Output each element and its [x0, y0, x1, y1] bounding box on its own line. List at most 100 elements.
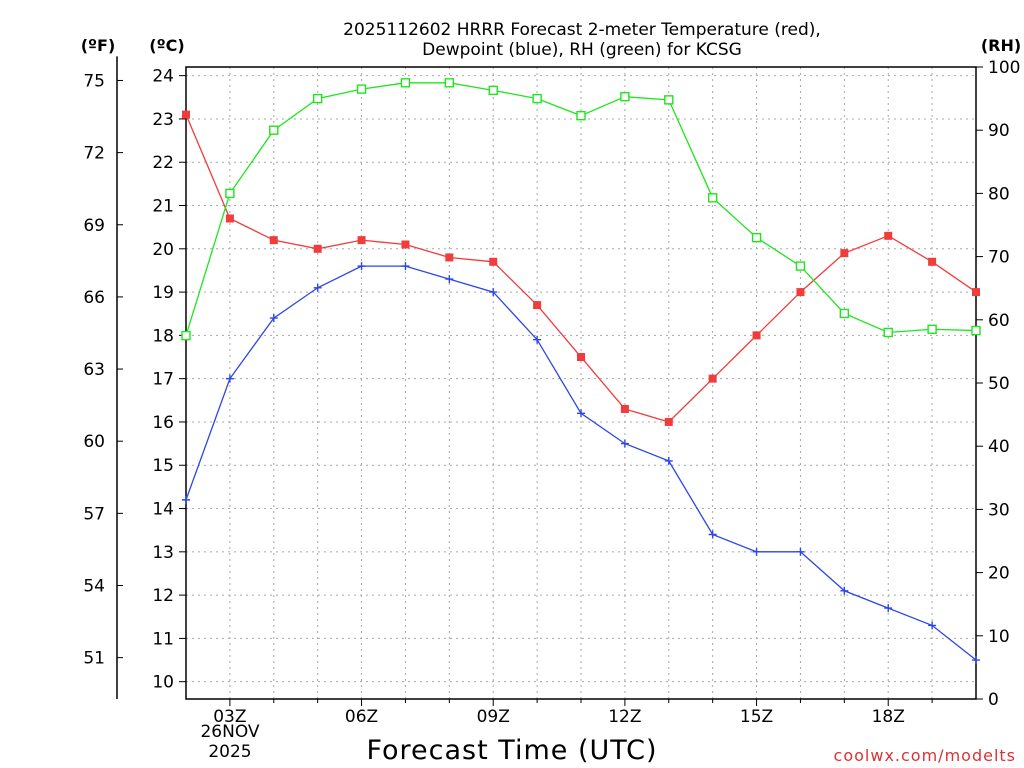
temperature-point [708, 374, 717, 383]
fahrenheit-tick-label: 51 [83, 649, 105, 669]
rh-tick-label: 20 [988, 564, 1010, 584]
dewpoint-point [708, 530, 717, 539]
temperature-point [489, 257, 498, 266]
dewpoint-point [884, 604, 893, 613]
fahrenheit-tick-label: 54 [83, 576, 105, 596]
credit-text: coolwx.com/modelts [834, 746, 1016, 765]
chart-title-line2: Dewpoint (blue), RH (green) for KCSG [422, 40, 742, 60]
celsius-tick-label: 24 [152, 67, 174, 87]
dewpoint-point [401, 262, 410, 271]
x-tick-label: 18Z [872, 707, 905, 727]
rh-point [620, 92, 630, 102]
dewpoint-point [182, 495, 190, 504]
axes: 03Z 06Z 09Z 12Z 15Z 18Z 10 11 12 13 14 15 16 17 18 19 20… [83, 56, 1020, 727]
dewpoint-point [620, 439, 629, 448]
celsius-tick-label: 18 [152, 326, 174, 346]
dewpoint-point [313, 283, 322, 292]
rh-tick-label: 40 [988, 437, 1010, 457]
dewpoint-point [489, 288, 498, 297]
x-tick-label: 03Z [213, 707, 246, 727]
rh-tick-label: 70 [988, 248, 1010, 268]
temperature-point [752, 331, 761, 340]
rh-tick-label: 80 [988, 184, 1010, 204]
dewpoint-point [972, 656, 980, 665]
celsius-tick-label: 20 [152, 240, 174, 260]
series-rh [181, 78, 981, 341]
temperature-point [313, 244, 322, 253]
dewpoint-point [577, 409, 585, 418]
dewpoint-point [840, 586, 849, 595]
celsius-tick-label: 14 [152, 500, 174, 520]
rh-unit-label: (RH) [981, 36, 1021, 55]
temperature-point [182, 110, 190, 119]
series-dewpoint [182, 262, 980, 665]
temperature-point [884, 231, 893, 240]
rh-point [269, 125, 279, 135]
celsius-tick-label: 22 [152, 153, 174, 173]
date-label-day: 26NOV [200, 722, 259, 742]
rh-point [927, 324, 937, 334]
temperature-point [533, 301, 542, 310]
temperature-point [445, 253, 454, 262]
dewpoint-point [796, 547, 805, 556]
temperature-point [620, 404, 629, 413]
data-series [181, 78, 981, 665]
celsius-tick-label: 16 [152, 413, 174, 433]
dewpoint-point [357, 262, 366, 271]
celsius-tick-label: 19 [152, 283, 174, 303]
celsius-tick-label: 11 [152, 629, 174, 649]
grid-lines [186, 67, 976, 699]
rh-point [664, 95, 674, 105]
plot-frame [185, 66, 977, 700]
rh-line [185, 82, 977, 336]
rh-point [181, 330, 191, 341]
rh-tick-label: 0 [988, 690, 999, 710]
rh-tick-label: 10 [988, 627, 1010, 647]
celsius-unit-label: (ºC) [149, 36, 184, 55]
date-label-year: 2025 [208, 742, 251, 762]
fahrenheit-tick-label: 60 [83, 432, 105, 452]
rh-tick-label: 60 [988, 311, 1010, 331]
temperature-point [401, 240, 410, 249]
temperature-point [972, 288, 980, 297]
dewpoint-point [533, 335, 542, 344]
rh-point [444, 78, 455, 88]
rh-point [312, 93, 323, 104]
celsius-tick-label: 10 [152, 673, 174, 693]
celsius-tick-label: 12 [152, 586, 174, 606]
rh-tick-label: 50 [988, 374, 1010, 394]
dewpoint-point [269, 314, 278, 323]
fahrenheit-tick-label: 69 [83, 216, 105, 236]
dewpoint-point [752, 547, 761, 556]
fahrenheit-tick-label: 72 [83, 144, 105, 164]
temperature-point [664, 417, 673, 426]
temperature-point [840, 249, 849, 258]
x-tick-label: 12Z [608, 707, 641, 727]
x-axis-label: Forecast Time (UTC) [366, 735, 657, 766]
rh-point [400, 78, 411, 88]
rh-point [532, 93, 542, 104]
fahrenheit-tick-label: 66 [83, 288, 105, 308]
temperature-point [577, 353, 585, 362]
fahrenheit-unit-label: (ºF) [81, 36, 116, 55]
temperature-point [357, 236, 366, 245]
series-temperature [182, 110, 980, 426]
temperature-point [928, 257, 937, 266]
rh-point [225, 188, 235, 199]
rh-point [488, 85, 498, 96]
fahrenheit-tick-label: 75 [83, 71, 105, 91]
dewpoint-point [664, 456, 673, 465]
celsius-tick-label: 21 [152, 197, 174, 217]
dewpoint-point [225, 374, 234, 383]
x-tick-label: 09Z [477, 707, 510, 727]
dewpoint-point [928, 621, 937, 630]
rh-point [883, 327, 893, 338]
fahrenheit-tick-label: 57 [83, 504, 105, 524]
rh-tick-label: 30 [988, 500, 1010, 520]
celsius-tick-label: 13 [152, 543, 174, 563]
celsius-tick-label: 17 [152, 370, 174, 390]
x-tick-label: 15Z [740, 707, 773, 727]
temperature-point [269, 236, 278, 245]
celsius-tick-label: 23 [152, 110, 174, 130]
